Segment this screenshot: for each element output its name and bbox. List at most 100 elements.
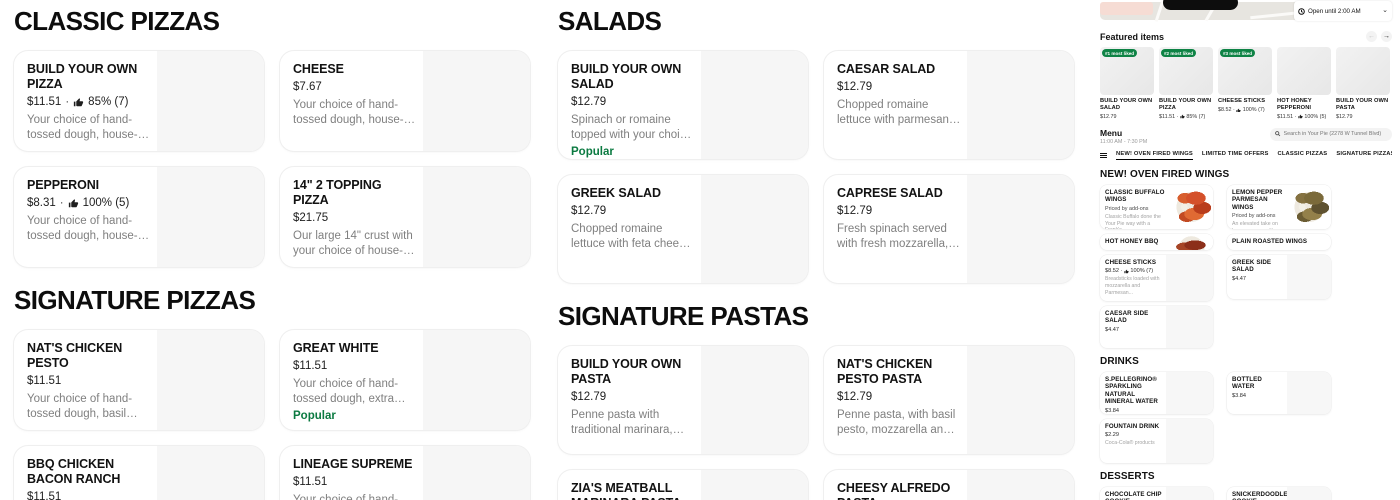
item-price: $12.79: [571, 204, 607, 217]
featured-item-card[interactable]: BUILD YOUR OWN PASTA $12.79: [1336, 47, 1390, 120]
item-description: Chopped romaine lettuce with parmesan ch…: [837, 98, 949, 126]
item-price: $12.79: [1336, 114, 1390, 120]
carousel-next-button[interactable]: →: [1381, 31, 1392, 42]
menu-item-card[interactable]: FOUNTAIN DRINK $2.29 Coca-Cola® products: [1100, 418, 1213, 463]
item-price-row: $11.51: [27, 491, 151, 500]
item-image-placeholder: [1287, 254, 1331, 299]
menu-item-card[interactable]: PEPPERONI $8.31 · 100% (5) Your choice o…: [14, 167, 264, 267]
menu-item-card[interactable]: HOT HONEY BBQ: [1100, 233, 1213, 250]
menu-category-tabs: NEW! OVEN FIRED WINGS LIMITED TIME OFFER…: [1100, 150, 1392, 161]
item-info: GREAT WHITE $11.51 Your choice of hand-t…: [280, 330, 423, 430]
item-price-row: $7.67: [293, 81, 417, 93]
item-rating: 85% (7): [1186, 113, 1206, 120]
item-image-placeholder: [1165, 305, 1213, 348]
menu-item-card[interactable]: S.PELLEGRINO® SPARKLING NATURAL MINERAL …: [1100, 371, 1213, 414]
menu-item-card[interactable]: CAPRESE SALAD $12.79 Fresh spinach serve…: [824, 175, 1074, 283]
item-title: CAESAR SALAD: [837, 62, 936, 76]
item-title: BUILD YOUR OWN SALAD: [1100, 98, 1153, 111]
wings-item-grid: CLASSIC BUFFALO WINGS Priced by add-ons …: [1100, 184, 1392, 348]
tab-new-oven-fired-wings[interactable]: NEW! OVEN FIRED WINGS: [1116, 151, 1193, 160]
item-image-placeholder: [422, 167, 530, 267]
item-price-row: $21.75: [293, 212, 417, 224]
item-description: Classic Buffalo done the Your Pie way wi…: [1105, 213, 1161, 229]
menu-item-card[interactable]: LINEAGE SUPREME $11.51 Your choice of ha…: [280, 446, 530, 500]
featured-item-card[interactable]: #3 most liked CHEESE STICKS $8.52 · 100%…: [1218, 47, 1272, 120]
item-image-placeholder: [156, 167, 264, 267]
menu-item-card[interactable]: ZIA'S MEATBALL MARINARA PASTA $12.79 Pen…: [558, 470, 808, 500]
search-input[interactable]: [1283, 131, 1387, 138]
item-image-placeholder: [156, 51, 264, 151]
item-info: BUILD YOUR OWN PIZZA $11.51 · 85% (7) Yo…: [14, 51, 157, 151]
featured-item-card[interactable]: HOT HONEY PEPPERONI $11.51 · 100% (5): [1277, 47, 1331, 120]
item-image-placeholder: [1287, 371, 1331, 414]
item-grid: NAT'S CHICKEN PESTO $11.51 Your choice o…: [14, 330, 530, 500]
price-text: $11.51: [1159, 113, 1176, 120]
item-price-row: $12.79: [571, 205, 695, 217]
menu-item-card[interactable]: PLAIN ROASTED WINGS: [1227, 233, 1331, 250]
item-info: LINEAGE SUPREME $11.51 Your choice of ha…: [280, 446, 423, 500]
section-heading: DESSERTS: [1100, 470, 1155, 482]
menu-item-card[interactable]: GREAT WHITE $11.51 Your choice of hand-t…: [280, 330, 530, 430]
map-address-pill: [1163, 0, 1238, 10]
item-price: $11.51 · 85% (7): [1159, 114, 1213, 120]
menu-item-card[interactable]: CHEESE $7.67 Your choice of hand-tossed …: [280, 51, 530, 151]
item-title: HOT HONEY BBQ: [1105, 237, 1159, 245]
featured-item-card[interactable]: #1 most liked BUILD YOUR OWN SALAD $12.7…: [1100, 47, 1154, 120]
item-title: FOUNTAIN DRINK: [1105, 422, 1160, 430]
popular-tag: Popular: [571, 145, 614, 158]
item-image-placeholder: [422, 51, 530, 151]
menu-item-card[interactable]: NAT'S CHICKEN PESTO $11.51 Your choice o…: [14, 330, 264, 430]
menu-item-card[interactable]: BUILD YOUR OWN PIZZA $11.51 · 85% (7) Yo…: [14, 51, 264, 151]
item-image-placeholder: [1336, 47, 1390, 95]
thumbs-up-icon: [73, 97, 84, 107]
item-info: PEPPERONI $8.31 · 100% (5) Your choice o…: [14, 167, 157, 267]
carousel-prev-button[interactable]: ←: [1366, 31, 1377, 42]
item-image-placeholder: [966, 346, 1074, 454]
item-image-placeholder: [700, 175, 808, 283]
menu-item-card[interactable]: CLASSIC BUFFALO WINGS Priced by add-ons …: [1100, 184, 1213, 229]
item-description: Our large 14" crust with your choice of …: [293, 229, 413, 257]
menu-item-card[interactable]: BUILD YOUR OWN SALAD $12.79 Spinach or r…: [558, 51, 808, 159]
item-info: GREEK SALAD $12.79 Chopped romaine lettu…: [558, 175, 701, 283]
item-description: Spinach or romaine topped with your choi…: [571, 113, 692, 141]
item-price-row: $3.84: [1232, 393, 1284, 399]
featured-item-card[interactable]: #2 most liked BUILD YOUR OWN PIZZA $11.5…: [1159, 47, 1213, 120]
tab-signature-pizzas[interactable]: SIGNATURE PIZZAS: [1336, 151, 1392, 158]
item-rating: 100% (5): [82, 196, 130, 209]
item-price: $3.84: [1232, 392, 1246, 399]
menu-item-card[interactable]: CHEESY ALFREDO PASTA $12.79 Penne pasta,…: [824, 470, 1074, 500]
menu-item-card[interactable]: BOTTLED WATER $3.84: [1227, 371, 1331, 414]
menu-item-card[interactable]: 14" 2 TOPPING PIZZA $21.75 Our large 14"…: [280, 167, 530, 267]
item-description: Penne pasta, with basil pesto, mozzarell…: [837, 408, 956, 436]
tab-classic-pizzas[interactable]: CLASSIC PIZZAS: [1277, 151, 1328, 158]
item-image-placeholder: [700, 346, 808, 454]
menu-list-icon[interactable]: [1100, 152, 1107, 158]
item-image-placeholder: [1165, 371, 1213, 414]
item-price-note: Priced by add-ons: [1232, 213, 1276, 220]
item-info: BUILD YOUR OWN PASTA $12.79 Penne pasta …: [558, 346, 701, 454]
item-title: BOTTLED WATER: [1232, 375, 1262, 391]
menu-item-card[interactable]: BUILD YOUR OWN PASTA $12.79 Penne pasta …: [558, 346, 808, 454]
menu-item-card[interactable]: GREEK SALAD $12.79 Chopped romaine lettu…: [558, 175, 808, 283]
tab-limited-time-offers[interactable]: LIMITED TIME OFFERS: [1201, 151, 1269, 158]
item-price: $4.47: [1105, 326, 1119, 333]
menu-item-card[interactable]: CAESAR SIDE SALAD $4.47: [1100, 305, 1213, 348]
item-grid: BUILD YOUR OWN SALAD $12.79 Spinach or r…: [558, 51, 1074, 283]
menu-item-card[interactable]: CAESAR SALAD $12.79 Chopped romaine lett…: [824, 51, 1074, 159]
menu-item-card[interactable]: CHEESE STICKS $8.52 · 100% (7) Breadstic…: [1100, 254, 1213, 301]
thumbs-up-icon: [1298, 114, 1303, 119]
menu-item-card[interactable]: CHOCOLATE CHIP COOKIE: [1100, 486, 1213, 500]
store-search-bar[interactable]: [1270, 127, 1392, 141]
section-salads: SALADS BUILD YOUR OWN SALAD $12.79 Spina…: [558, 6, 1074, 283]
menu-item-card[interactable]: NAT'S CHICKEN PESTO PASTA $12.79 Penne p…: [824, 346, 1074, 454]
item-image-placeholder: #1 most liked: [1100, 47, 1154, 95]
menu-item-card[interactable]: SNICKERDOODLE COOKIE: [1227, 486, 1331, 500]
open-status-dropdown[interactable]: Open until 2:00 AM ⌄: [1294, 1, 1392, 21]
menu-item-card[interactable]: BBQ CHICKEN BACON RANCH $11.51 Your choi…: [14, 446, 264, 500]
item-price: $8.52: [1105, 268, 1119, 275]
item-description: Your choice of hand-tossed dough, house-…: [293, 493, 399, 500]
item-price-row: $12.79: [837, 391, 961, 403]
menu-item-card[interactable]: GREEK SIDE SALAD $4.47: [1227, 254, 1331, 299]
item-title: LEMON PEPPER PARMESAN WINGS: [1232, 188, 1283, 211]
menu-item-card[interactable]: LEMON PEPPER PARMESAN WINGS Priced by ad…: [1227, 184, 1331, 229]
